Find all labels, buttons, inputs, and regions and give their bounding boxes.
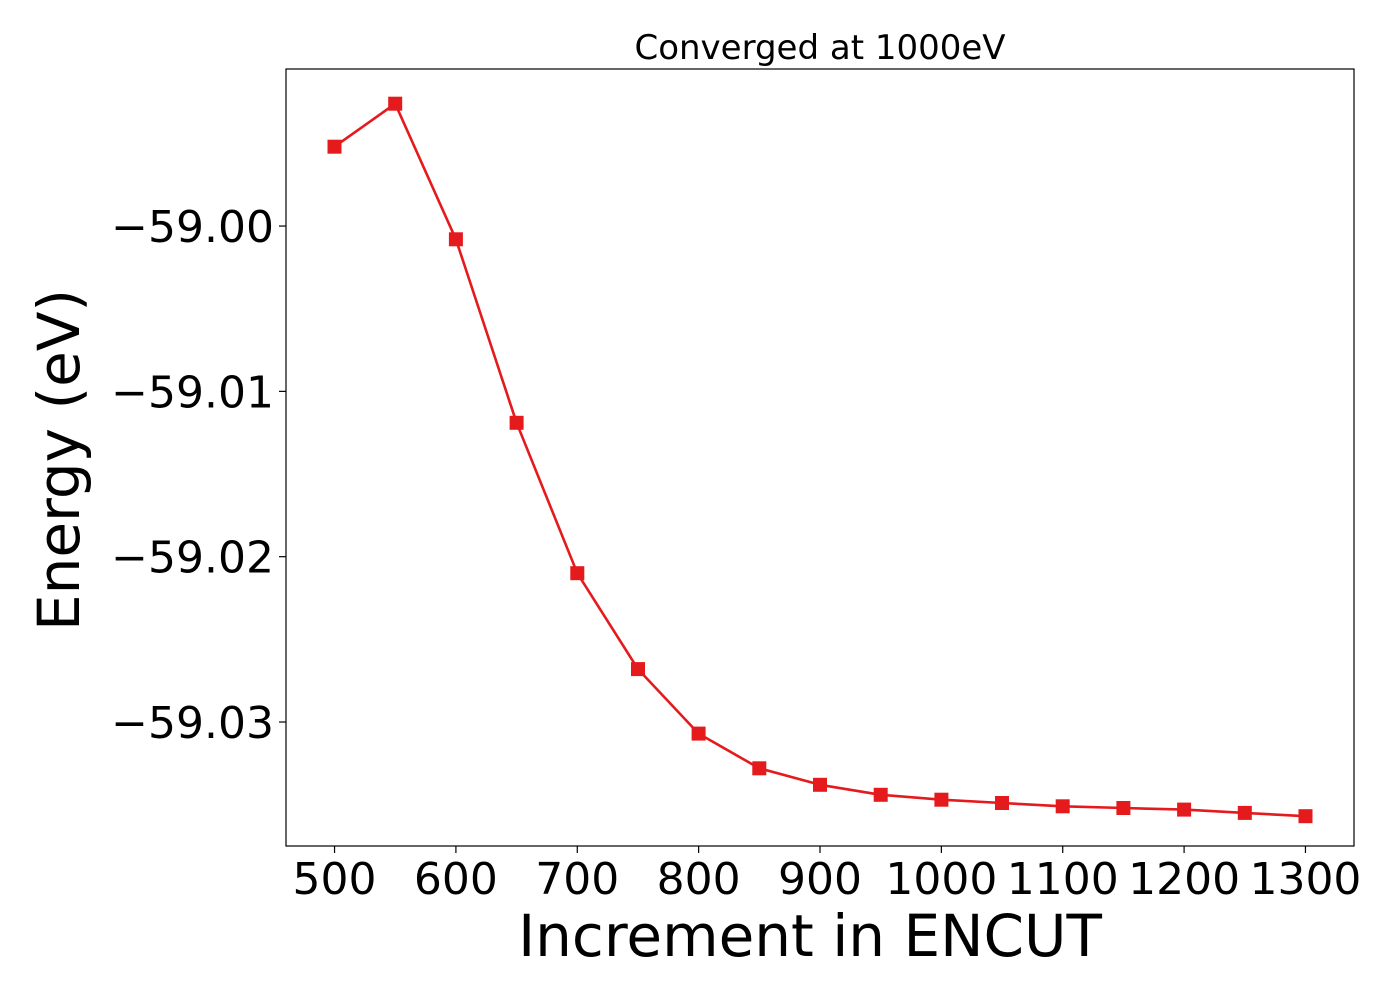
x-tick-label: 700 <box>535 854 619 905</box>
data-point <box>509 415 524 430</box>
data-point <box>1177 802 1192 817</box>
x-axis-label: Increment in ENCUT <box>518 902 1102 970</box>
data-point <box>1055 799 1070 814</box>
data-point <box>1116 801 1131 815</box>
data-point <box>327 139 342 154</box>
data-point <box>691 726 706 741</box>
data-point <box>752 761 767 776</box>
data-point <box>448 232 463 247</box>
axes: 500 600 700 800 900 1000 1100 1200 1300 −59.00 −59… <box>111 68 1361 905</box>
data-point <box>631 662 645 677</box>
y-tick-label: −59.01 <box>111 367 274 418</box>
x-tick-label: 500 <box>293 854 377 905</box>
data-point <box>1298 809 1313 824</box>
y-tick-label: −59.03 <box>111 698 274 749</box>
x-tick-label: 600 <box>414 854 498 905</box>
data-point <box>873 787 888 802</box>
data-point <box>995 796 1009 810</box>
x-tick-label: 900 <box>778 854 862 905</box>
data-point <box>570 566 585 581</box>
x-tick-label: 1000 <box>885 854 997 905</box>
plot-area <box>327 96 1313 824</box>
y-axis-label: Energy (eV) <box>25 289 93 631</box>
data-point <box>934 792 949 807</box>
chart-title: Converged at 1000eV <box>634 28 1005 68</box>
plot-frame <box>285 68 1355 847</box>
data-point <box>388 96 403 111</box>
y-tick-label: −59.02 <box>111 533 274 584</box>
x-tick-label: 1300 <box>1249 854 1361 905</box>
x-tick-label: 1100 <box>1007 854 1119 905</box>
y-tick-label: −59.00 <box>111 202 274 253</box>
series-line <box>333 102 1306 818</box>
data-point <box>813 777 827 792</box>
x-tick-label: 800 <box>657 854 741 905</box>
data-point <box>1237 805 1252 820</box>
x-tick-label: 1200 <box>1128 854 1240 905</box>
